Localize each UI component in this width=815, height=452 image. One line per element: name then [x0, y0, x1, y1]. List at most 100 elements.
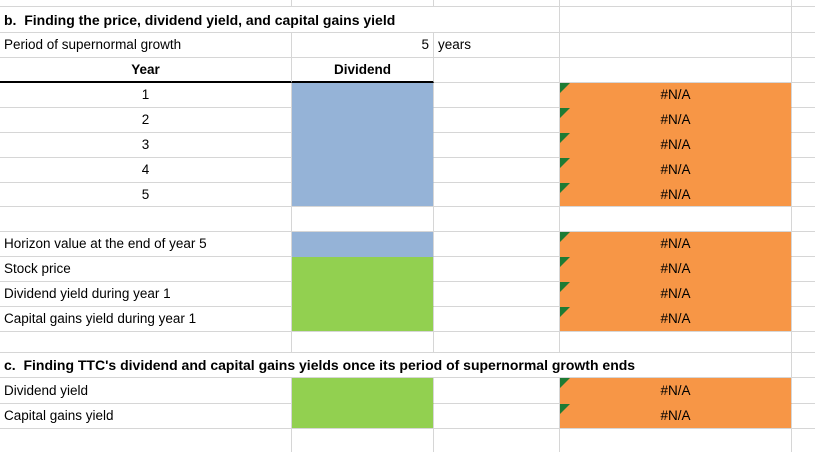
formula-input-cell[interactable]	[292, 257, 434, 282]
formula-input-cell[interactable]	[292, 404, 434, 429]
empty-cell[interactable]	[434, 83, 560, 108]
empty-cell[interactable]	[434, 108, 560, 133]
section-c-label-cell[interactable]: Dividend yield	[0, 378, 292, 404]
period-label-cell[interactable]: Period of supernormal growth	[0, 33, 292, 58]
result-cell[interactable]: #N/A	[560, 404, 792, 429]
empty-cell[interactable]	[434, 332, 560, 353]
empty-cell[interactable]	[792, 429, 815, 452]
empty-cell[interactable]	[434, 0, 560, 7]
empty-cell[interactable]	[560, 332, 792, 353]
empty-cell[interactable]	[792, 33, 815, 58]
dividend-header-cell[interactable]: Dividend	[292, 58, 434, 83]
year-cell[interactable]: 3	[0, 133, 292, 158]
formula-input-cell[interactable]	[292, 282, 434, 307]
section-c-label-cell[interactable]: Capital gains yield	[0, 404, 292, 429]
empty-cell[interactable]	[792, 183, 815, 207]
empty-cell[interactable]	[434, 207, 560, 232]
empty-cell[interactable]	[0, 429, 292, 452]
empty-cell[interactable]	[560, 33, 792, 58]
na-value: #N/A	[660, 408, 691, 424]
empty-cell[interactable]	[434, 429, 560, 452]
empty-cell[interactable]	[792, 307, 815, 332]
empty-cell[interactable]	[792, 58, 815, 83]
empty-cell[interactable]	[560, 58, 792, 83]
empty-cell[interactable]	[792, 332, 815, 353]
dividend-input-cell[interactable]	[292, 133, 434, 158]
period-value-cell[interactable]: 5	[292, 33, 434, 58]
empty-cell[interactable]	[292, 332, 434, 353]
period-unit-cell[interactable]: years	[434, 33, 560, 58]
result-cell[interactable]: #N/A	[560, 307, 792, 332]
dividend-input-cell[interactable]	[292, 83, 434, 108]
na-value: #N/A	[660, 137, 691, 153]
error-indicator-icon	[560, 158, 570, 168]
na-value: #N/A	[660, 382, 691, 398]
result-cell[interactable]: #N/A	[560, 257, 792, 282]
horizon-input-cell[interactable]	[292, 232, 434, 257]
result-cell[interactable]: #N/A	[560, 83, 792, 108]
empty-cell[interactable]	[0, 0, 292, 7]
year-cell[interactable]: 5	[0, 183, 292, 207]
empty-cell[interactable]	[792, 257, 815, 282]
empty-cell[interactable]	[792, 108, 815, 133]
empty-cell[interactable]	[434, 378, 560, 404]
na-value: #N/A	[660, 112, 691, 128]
empty-cell[interactable]	[434, 257, 560, 282]
na-value: #N/A	[660, 162, 691, 178]
result-cell[interactable]: #N/A	[560, 133, 792, 158]
empty-cell[interactable]	[292, 429, 434, 452]
error-indicator-icon	[560, 83, 570, 93]
summary-label-cell[interactable]: Horizon value at the end of year 5	[0, 232, 292, 257]
empty-cell[interactable]	[792, 353, 815, 378]
empty-cell[interactable]	[434, 133, 560, 158]
result-cell[interactable]: #N/A	[560, 232, 792, 257]
year-cell[interactable]: 2	[0, 108, 292, 133]
summary-label-cell[interactable]: Capital gains yield during year 1	[0, 307, 292, 332]
result-cell[interactable]: #N/A	[560, 282, 792, 307]
section-c-heading[interactable]: c. Finding TTC's dividend and capital ga…	[0, 353, 792, 378]
empty-cell[interactable]	[792, 83, 815, 108]
empty-cell[interactable]	[434, 404, 560, 429]
result-cell[interactable]: #N/A	[560, 108, 792, 133]
empty-cell[interactable]	[792, 0, 815, 7]
error-indicator-icon	[560, 108, 570, 118]
empty-cell[interactable]	[792, 207, 815, 232]
formula-input-cell[interactable]	[292, 378, 434, 404]
empty-cell[interactable]	[792, 133, 815, 158]
empty-cell[interactable]	[792, 282, 815, 307]
summary-label-cell[interactable]: Dividend yield during year 1	[0, 282, 292, 307]
year-cell[interactable]: 4	[0, 158, 292, 183]
na-value: #N/A	[660, 236, 691, 252]
empty-cell[interactable]	[560, 429, 792, 452]
year-cell[interactable]: 1	[0, 83, 292, 108]
error-indicator-icon	[560, 183, 570, 193]
empty-cell[interactable]	[792, 232, 815, 257]
section-b-heading[interactable]: b. Finding the price, dividend yield, an…	[0, 7, 560, 33]
empty-cell[interactable]	[434, 158, 560, 183]
dividend-input-cell[interactable]	[292, 108, 434, 133]
summary-label-cell[interactable]: Stock price	[0, 257, 292, 282]
result-cell[interactable]: #N/A	[560, 158, 792, 183]
empty-cell[interactable]	[434, 58, 560, 83]
result-cell[interactable]: #N/A	[560, 183, 792, 207]
empty-cell[interactable]	[792, 7, 815, 33]
year-header-cell[interactable]: Year	[0, 58, 292, 83]
empty-cell[interactable]	[434, 307, 560, 332]
empty-cell[interactable]	[792, 158, 815, 183]
empty-cell[interactable]	[0, 332, 292, 353]
result-cell[interactable]: #N/A	[560, 378, 792, 404]
empty-cell[interactable]	[434, 183, 560, 207]
dividend-input-cell[interactable]	[292, 183, 434, 207]
empty-cell[interactable]	[792, 378, 815, 404]
empty-cell[interactable]	[434, 282, 560, 307]
empty-cell[interactable]	[0, 207, 292, 232]
empty-cell[interactable]	[560, 207, 792, 232]
empty-cell[interactable]	[292, 207, 434, 232]
formula-input-cell[interactable]	[292, 307, 434, 332]
empty-cell[interactable]	[560, 0, 792, 7]
empty-cell[interactable]	[434, 232, 560, 257]
empty-cell[interactable]	[792, 404, 815, 429]
dividend-input-cell[interactable]	[292, 158, 434, 183]
empty-cell[interactable]	[292, 0, 434, 7]
empty-cell[interactable]	[560, 7, 792, 33]
